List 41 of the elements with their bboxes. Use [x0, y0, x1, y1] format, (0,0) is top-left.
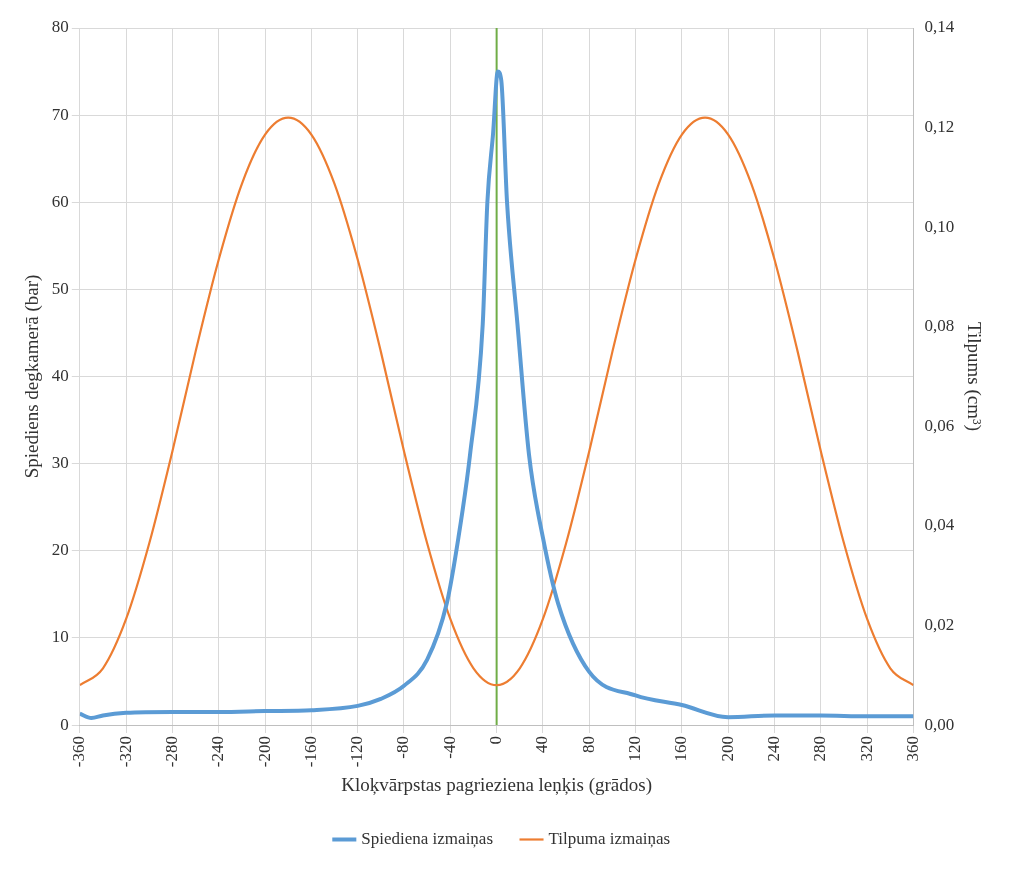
- x-tick-label: 0: [486, 736, 506, 745]
- legend-label: Spiediena izmaiņas: [361, 828, 494, 848]
- y2-tick-label: 0,12: [924, 117, 955, 137]
- y2-axis-title: Tilpums (cm³): [962, 322, 985, 432]
- x-tick-label: 200: [717, 736, 737, 762]
- x-tick-label: 240: [763, 736, 783, 762]
- x-tick-label: 160: [671, 736, 691, 762]
- y-tick-label: 0: [60, 714, 69, 734]
- x-tick-label: 120: [625, 736, 645, 762]
- y-tick-label: 10: [51, 627, 69, 647]
- x-tick-label: -280: [161, 736, 181, 768]
- y2-tick-label: 0,14: [924, 17, 955, 37]
- x-tick-label: 80: [578, 736, 598, 754]
- y-tick-label: 40: [51, 365, 69, 385]
- y-axis-title: Spiediens degkamerā (bar): [21, 274, 44, 479]
- x-tick-label: -320: [115, 736, 135, 768]
- y-tick-label: 60: [51, 191, 69, 211]
- y-tick-label: 30: [51, 453, 69, 473]
- y-tick-label: 70: [51, 104, 69, 124]
- y2-tick-label: 0,00: [924, 714, 955, 734]
- y2-tick-label: 0,04: [924, 515, 955, 535]
- y2-tick-label: 0,08: [924, 316, 955, 336]
- x-tick-label: 40: [532, 736, 552, 754]
- x-tick-label: -240: [208, 736, 228, 768]
- y-tick-label: 20: [51, 540, 69, 560]
- y-tick-label: 50: [51, 278, 69, 298]
- x-tick-label: 360: [902, 736, 922, 762]
- x-tick-label: 320: [856, 736, 876, 762]
- legend-label: Tilpuma izmaiņas: [548, 828, 671, 848]
- x-tick-label: -40: [439, 736, 459, 759]
- x-tick-label: -360: [69, 736, 89, 768]
- x-tick-label: -80: [393, 736, 413, 759]
- x-tick-label: 280: [810, 736, 830, 762]
- y2-tick-label: 0,06: [924, 415, 955, 435]
- x-tick-label: -200: [254, 736, 274, 768]
- x-axis-title: Kloķvārpstas pagrieziena leņķis (grādos): [341, 773, 653, 796]
- y2-tick-label: 0,02: [924, 614, 955, 634]
- x-tick-label: -120: [347, 736, 367, 768]
- y2-tick-label: 0,10: [924, 216, 955, 236]
- y-tick-label: 80: [51, 17, 69, 37]
- x-tick-label: -160: [300, 736, 320, 768]
